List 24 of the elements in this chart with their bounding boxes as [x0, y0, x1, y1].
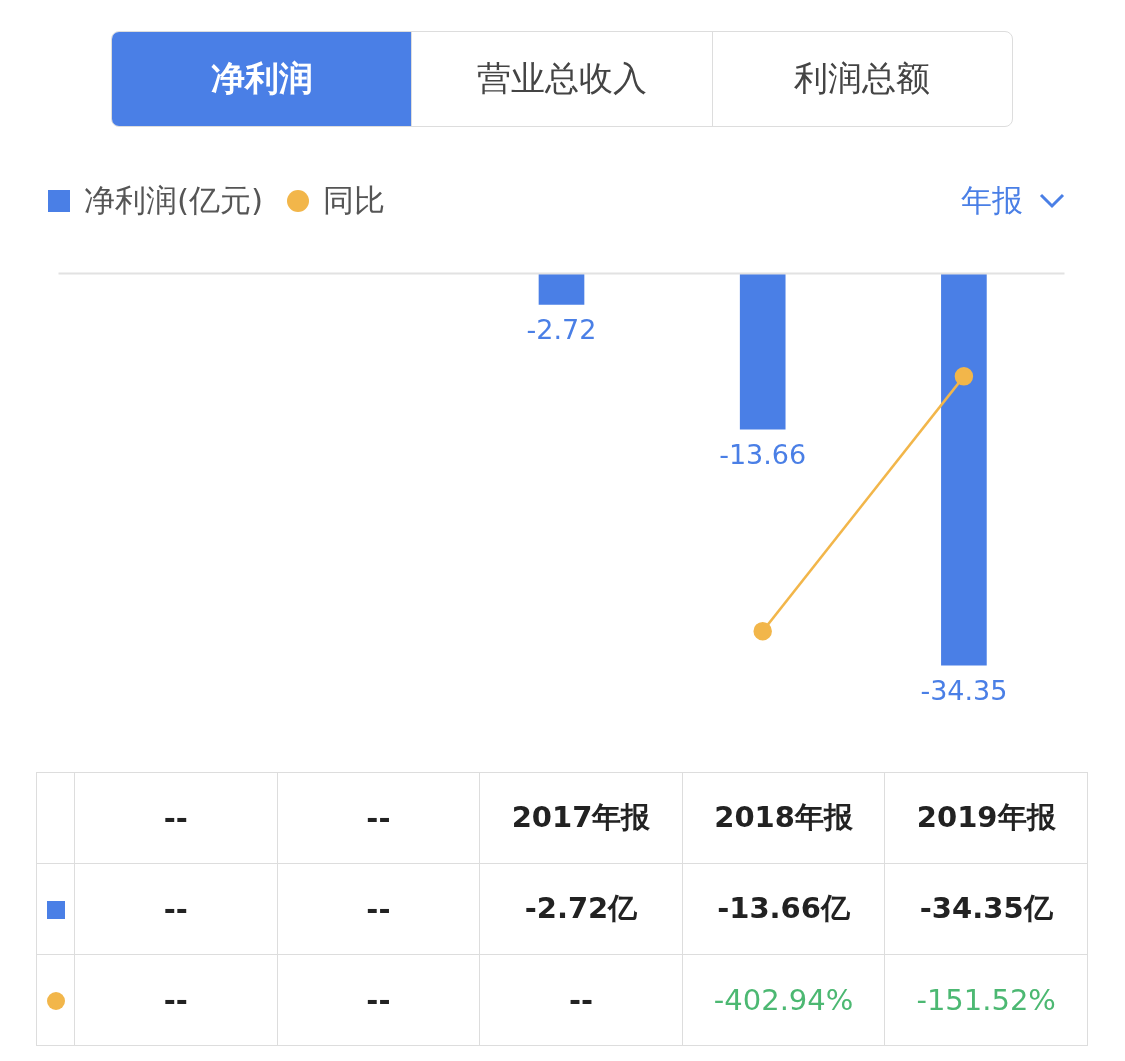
- text: 净利润: [112, 32, 412, 126]
- text: --: [568, 983, 594, 1017]
- text: 年报: [961, 181, 1023, 220]
- text: --: [366, 983, 391, 1017]
- data-label: -34.35: [920, 674, 1008, 706]
- text: 营业总收入: [411, 32, 712, 126]
- text: -34.35亿: [884, 863, 1088, 955]
- text: -2.72亿: [479, 863, 683, 955]
- text: -13.66亿: [682, 863, 885, 955]
- data-label: -2.72: [526, 314, 597, 346]
- data-label: -13.66: [719, 438, 807, 470]
- text: --: [163, 983, 188, 1017]
- x-tick-label: --: [277, 772, 480, 864]
- text: --: [74, 863, 278, 955]
- x-tick-label: 2019年报: [884, 772, 1088, 864]
- data-label: -402.94%: [682, 954, 885, 1046]
- data-label: -151.52%: [884, 954, 1088, 1046]
- legend-label: 同比: [323, 181, 386, 220]
- x-tick-label: 2018年报: [682, 772, 885, 864]
- legend-label: 净利润(亿元): [84, 181, 264, 220]
- text: --: [277, 863, 480, 955]
- text: 利润总额: [711, 32, 1012, 126]
- x-tick-label: --: [74, 772, 278, 864]
- x-tick-label: 2017年报: [479, 772, 683, 864]
